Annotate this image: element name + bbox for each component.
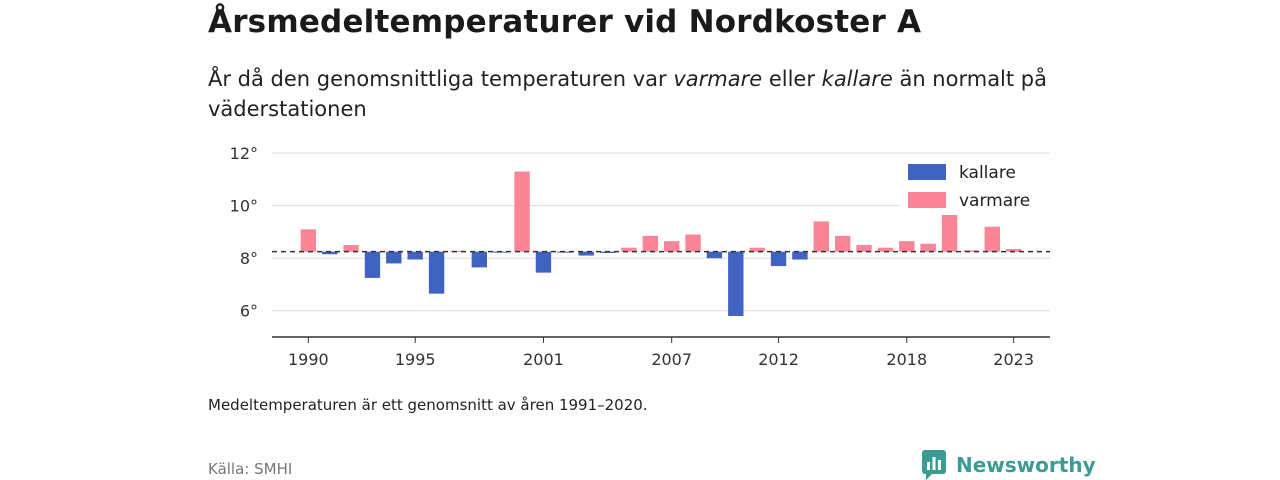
bar-1992 [343, 245, 359, 252]
x-tick-label: 2001 [523, 350, 564, 369]
bar-2016 [856, 245, 872, 252]
bar-2010 [728, 251, 744, 316]
legend-swatch-warmer [908, 192, 946, 208]
bar-2014 [813, 221, 829, 252]
y-tick-label: 8° [240, 249, 258, 268]
legend-label-colder: kallare [959, 163, 1016, 183]
bar-1995 [407, 251, 423, 260]
chart-title: Årsmedeltemperaturer vid Nordkoster A [208, 4, 922, 40]
x-tick-label: 2023 [993, 350, 1034, 369]
bar-1996 [428, 251, 445, 294]
brand-logo: Newsworthy [922, 450, 1096, 480]
bar-2011 [749, 247, 765, 252]
y-tick-label: 6° [240, 302, 258, 321]
bar-2017 [877, 247, 894, 252]
x-tick-label: 1995 [395, 350, 436, 369]
newsworthy-logo-icon [922, 450, 946, 480]
bar-2020 [941, 209, 958, 252]
bar-1993 [364, 251, 381, 278]
x-tick-label: 2012 [758, 350, 799, 369]
subtitle-part-3: än normalt på väderstationen [208, 67, 1047, 121]
brand-name: Newsworthy [956, 453, 1096, 477]
bar-2003 [578, 251, 594, 256]
subtitle-cold-word: kallare [821, 67, 893, 91]
subtitle-part-2: eller [762, 67, 822, 91]
bar-1991 [322, 251, 338, 255]
source-label: Källa: SMHI [208, 460, 293, 478]
bar-2013 [792, 251, 808, 260]
bar-2019 [920, 243, 936, 252]
bar-2000 [514, 171, 530, 252]
bar-1990 [300, 229, 317, 252]
x-tick-label: 2018 [886, 350, 927, 369]
y-tick-label: 10° [230, 197, 258, 216]
bar-2008 [685, 234, 701, 252]
subtitle-part-1: År då den genomsnittliga temperaturen va… [208, 67, 674, 91]
legend-swatch-colder [908, 164, 946, 180]
bar-2009 [706, 251, 723, 259]
bar-2018 [899, 241, 915, 252]
subtitle-warm-word: varmare [673, 67, 763, 91]
footnote: Medeltemperaturen är ett genomsnitt av å… [208, 396, 648, 414]
bar-2005 [621, 247, 637, 252]
bar-2006 [642, 235, 659, 252]
y-tick-label: 12° [230, 144, 258, 163]
legend-label-warmer: varmare [959, 191, 1030, 211]
bar-2015 [834, 235, 851, 252]
x-tick-label: 2007 [651, 350, 692, 369]
bar-1994 [386, 251, 402, 264]
bar-2022 [984, 226, 1000, 252]
bar-2021 [963, 250, 979, 252]
bar-2012 [770, 251, 787, 267]
bar-2023 [1005, 249, 1022, 252]
x-tick-label: 1990 [288, 350, 329, 369]
bar-2007 [663, 241, 680, 252]
bar-1997 [450, 250, 466, 252]
chart-subtitle: År då den genomsnittliga temperaturen va… [208, 64, 1068, 124]
bar-2001 [535, 251, 552, 273]
bar-1998 [471, 251, 488, 268]
